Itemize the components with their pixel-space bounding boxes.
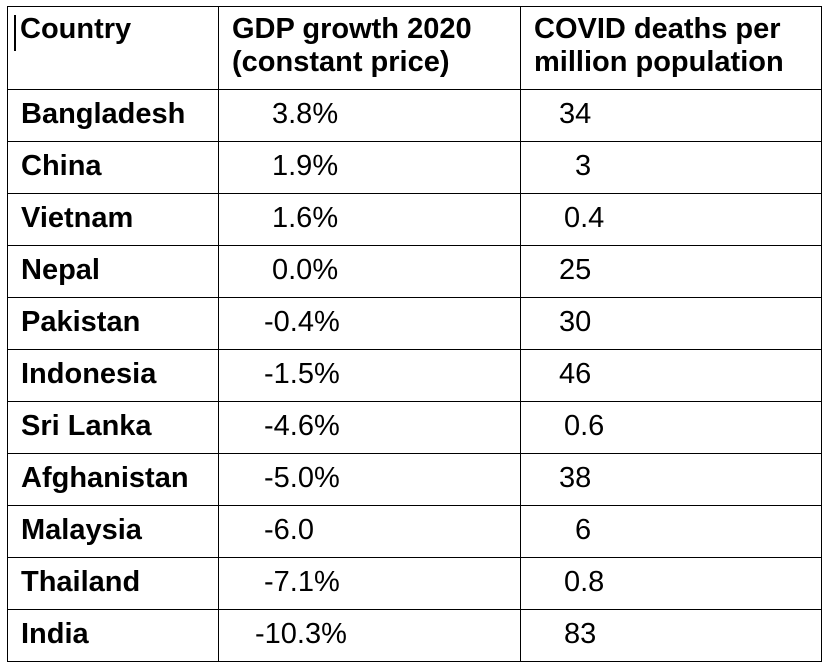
cell-gdp-growth: 1.6%: [218, 193, 521, 246]
cell-covid-deaths: 83: [520, 609, 822, 662]
cell-gdp-growth: -7.1%: [218, 557, 521, 610]
cell-gdp-growth: -10.3%: [218, 609, 521, 662]
table-row: Sri Lanka -4.6% 0.6: [7, 401, 822, 454]
cell-covid-deaths: 3: [520, 141, 822, 194]
cell-gdp-growth: -4.6%: [218, 401, 521, 454]
cell-country: Afghanistan: [7, 453, 219, 506]
table-row: India -10.3% 83: [7, 609, 822, 662]
cell-covid-deaths: 0.4: [520, 193, 822, 246]
table-row: Bangladesh 3.8% 34: [7, 89, 822, 142]
cell-country: Pakistan: [7, 297, 219, 350]
table-row: Thailand -7.1% 0.8: [7, 557, 822, 610]
table-row: Pakistan -0.4% 30: [7, 297, 822, 350]
cell-covid-deaths: 0.8: [520, 557, 822, 610]
cell-country: Malaysia: [7, 505, 219, 558]
header-gdp-growth: GDP growth 2020 (constant price): [218, 6, 521, 90]
cell-gdp-growth: -1.5%: [218, 349, 521, 402]
cell-gdp-growth: 1.9%: [218, 141, 521, 194]
cell-gdp-growth: -6.0: [218, 505, 521, 558]
table-row: China 1.9% 3: [7, 141, 822, 194]
table-row: Indonesia -1.5% 46: [7, 349, 822, 402]
cell-covid-deaths: 25: [520, 245, 822, 298]
cell-covid-deaths: 0.6: [520, 401, 822, 454]
cell-covid-deaths: 34: [520, 89, 822, 142]
table-row: Afghanistan -5.0% 38: [7, 453, 822, 506]
header-covid-deaths: COVID deaths per million population: [520, 6, 822, 90]
header-deaths-line1: COVID deaths per: [534, 13, 781, 45]
header-country: Country: [7, 6, 219, 90]
cell-gdp-growth: -0.4%: [218, 297, 521, 350]
header-deaths-line2: million population: [534, 46, 784, 78]
cell-country: Bangladesh: [7, 89, 219, 142]
cell-covid-deaths: 6: [520, 505, 822, 558]
header-gdp-line1: GDP growth 2020: [232, 13, 472, 45]
cell-covid-deaths: 38: [520, 453, 822, 506]
cell-country: China: [7, 141, 219, 194]
table-row: Nepal 0.0% 25: [7, 245, 822, 298]
cell-country: Sri Lanka: [7, 401, 219, 454]
cell-gdp-growth: 3.8%: [218, 89, 521, 142]
cell-gdp-growth: 0.0%: [218, 245, 521, 298]
cell-country: Nepal: [7, 245, 219, 298]
cell-gdp-growth: -5.0%: [218, 453, 521, 506]
cell-covid-deaths: 30: [520, 297, 822, 350]
gdp-covid-table: Country GDP growth 2020 (constant price)…: [7, 6, 822, 662]
cell-covid-deaths: 46: [520, 349, 822, 402]
table-header-row: Country GDP growth 2020 (constant price)…: [7, 6, 822, 90]
header-country-label: Country: [20, 13, 132, 45]
cell-country: Indonesia: [7, 349, 219, 402]
cell-country: Thailand: [7, 557, 219, 610]
table-row: Vietnam 1.6% 0.4: [7, 193, 822, 246]
cell-country: Vietnam: [7, 193, 219, 246]
cell-country: India: [7, 609, 219, 662]
header-gdp-line2: (constant price): [232, 46, 450, 78]
table-row: Malaysia -6.0 6: [7, 505, 822, 558]
